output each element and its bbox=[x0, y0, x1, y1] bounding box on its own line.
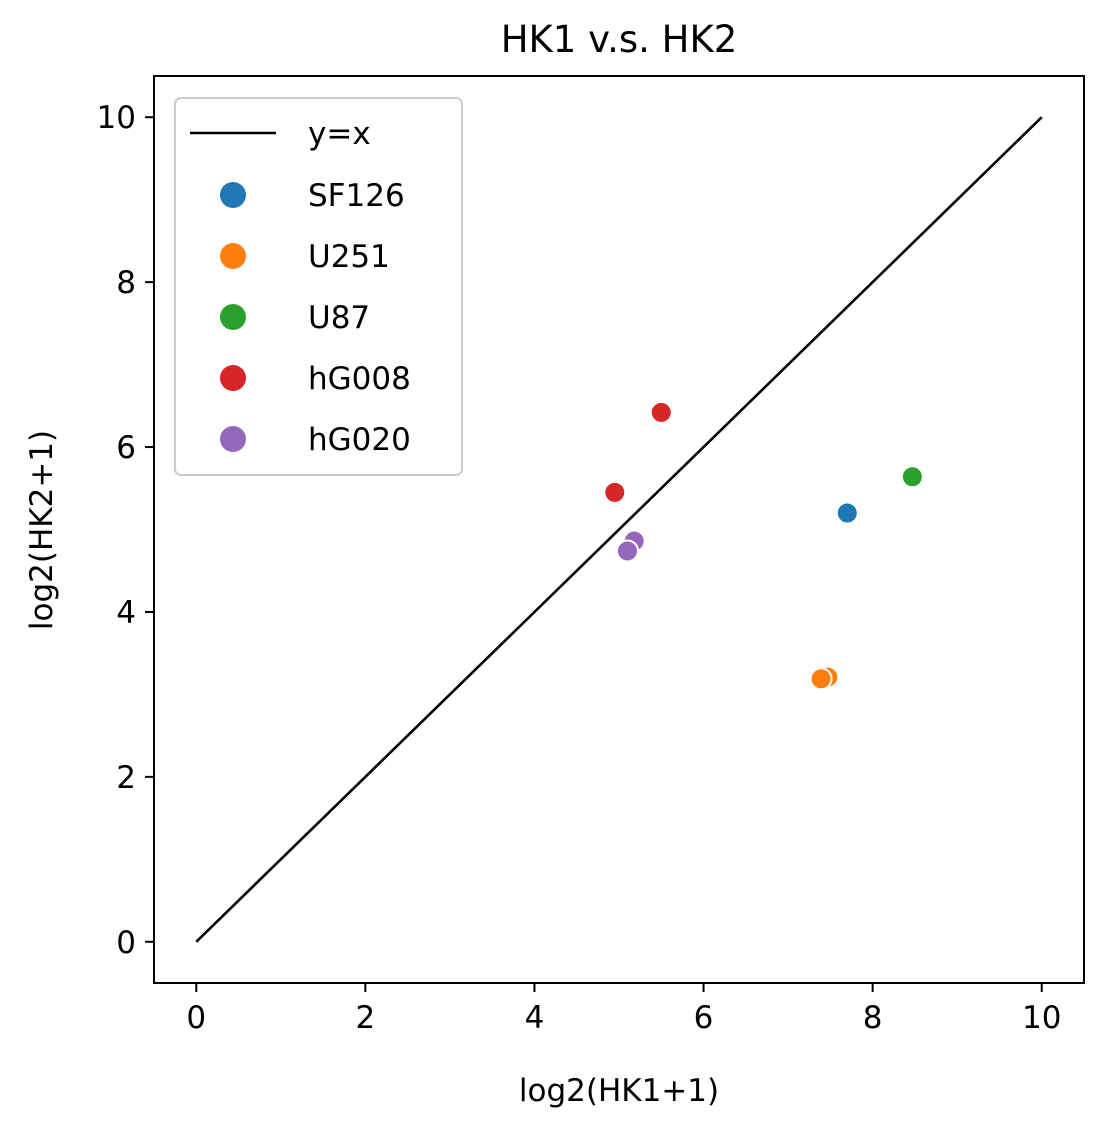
data-point-u87-1 bbox=[900, 465, 924, 489]
x-axis: 0 2 4 6 8 10 bbox=[186, 983, 1061, 1036]
y-tick-label-10: 10 bbox=[97, 100, 136, 136]
legend-label-sf126: SF126 bbox=[308, 178, 405, 214]
y-axis-label: log2(HK2+1) bbox=[24, 430, 60, 630]
data-point-hg020-2 bbox=[615, 539, 639, 563]
y-tick-label-6: 6 bbox=[116, 430, 136, 466]
x-tick-label-0: 0 bbox=[186, 1000, 206, 1036]
legend-label-u251: U251 bbox=[308, 239, 390, 275]
y-tick-label-4: 4 bbox=[116, 595, 136, 631]
legend-marker-u87 bbox=[220, 304, 246, 330]
legend-label-u87: U87 bbox=[308, 300, 370, 336]
legend-marker-hg008 bbox=[220, 365, 246, 391]
data-point-hg008-1 bbox=[649, 400, 673, 424]
y-tick-label-2: 2 bbox=[116, 760, 136, 796]
x-axis-label: log2(HK1+1) bbox=[519, 1073, 719, 1109]
x-tick-label-4: 4 bbox=[525, 1000, 545, 1036]
data-point-sf126-1 bbox=[835, 501, 859, 525]
x-tick-label-6: 6 bbox=[694, 1000, 714, 1036]
x-tick-label-10: 10 bbox=[1022, 1000, 1061, 1036]
legend-marker-sf126 bbox=[220, 182, 246, 208]
chart-title: HK1 v.s. HK2 bbox=[501, 18, 738, 61]
plot-frame bbox=[153, 75, 1085, 984]
legend-marker-u251 bbox=[220, 243, 246, 269]
legend: y=x SF126 U251 U87 hG008 hG020 bbox=[174, 97, 463, 476]
legend-label-y-equals-x: y=x bbox=[308, 116, 371, 152]
x-tick-label-2: 2 bbox=[355, 1000, 375, 1036]
y-axis: 0 2 4 6 8 10 bbox=[97, 100, 154, 961]
x-tick-label-8: 8 bbox=[863, 1000, 883, 1036]
data-point-hg008-2 bbox=[603, 480, 627, 504]
legend-label-hg008: hG008 bbox=[308, 361, 411, 397]
legend-marker-hg020 bbox=[220, 426, 246, 452]
legend-box bbox=[174, 97, 463, 476]
y-tick-label-8: 8 bbox=[116, 265, 136, 301]
reference-line-y-equals-x bbox=[195, 116, 1043, 943]
legend-label-hg020: hG020 bbox=[308, 422, 411, 458]
plot-area bbox=[195, 116, 1043, 943]
y-tick-label-0: 0 bbox=[116, 925, 136, 961]
data-point-u251-2 bbox=[809, 667, 833, 691]
